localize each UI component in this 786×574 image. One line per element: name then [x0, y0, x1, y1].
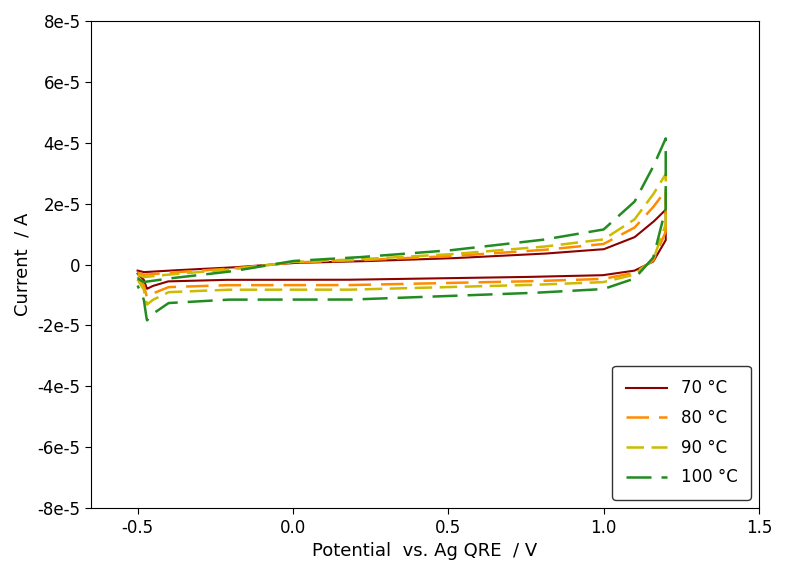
- Y-axis label: Current  / A: Current / A: [14, 213, 32, 316]
- Line: 80 °C: 80 °C: [138, 191, 666, 297]
- 70 °C: [661, 206, 670, 213]
- 90 °C: [133, 276, 142, 283]
- 70 °C: [619, 238, 628, 245]
- 90 °C: [661, 170, 670, 177]
- 100 °C: [619, 208, 628, 215]
- 100 °C: [142, 317, 152, 324]
- 90 °C: [163, 289, 173, 296]
- 70 °C: [357, 276, 366, 283]
- 80 °C: [647, 205, 656, 212]
- 80 °C: [163, 284, 172, 291]
- 100 °C: [187, 273, 196, 280]
- 90 °C: [142, 301, 152, 308]
- Line: 90 °C: 90 °C: [138, 174, 666, 305]
- 80 °C: [133, 273, 142, 280]
- 100 °C: [661, 135, 670, 142]
- 90 °C: [133, 271, 142, 278]
- 100 °C: [133, 282, 142, 289]
- Line: 100 °C: 100 °C: [138, 138, 666, 320]
- 70 °C: [142, 285, 152, 292]
- 80 °C: [163, 284, 173, 290]
- 100 °C: [133, 275, 142, 282]
- 90 °C: [187, 269, 196, 276]
- 70 °C: [647, 220, 656, 227]
- 100 °C: [163, 300, 173, 307]
- Legend: 70 °C, 80 °C, 90 °C, 100 °C: 70 °C, 80 °C, 90 °C, 100 °C: [612, 366, 751, 500]
- 90 °C: [647, 193, 656, 200]
- 90 °C: [357, 286, 366, 293]
- 70 °C: [163, 278, 172, 285]
- 80 °C: [619, 230, 628, 237]
- 80 °C: [357, 281, 366, 288]
- 90 °C: [163, 289, 172, 296]
- 100 °C: [647, 166, 656, 173]
- 90 °C: [619, 223, 628, 230]
- 100 °C: [163, 300, 172, 307]
- 80 °C: [142, 294, 152, 301]
- 70 °C: [187, 266, 196, 273]
- 80 °C: [187, 268, 196, 275]
- 70 °C: [133, 267, 142, 274]
- 70 °C: [163, 278, 173, 285]
- Line: 70 °C: 70 °C: [138, 210, 666, 289]
- X-axis label: Potential  vs. Ag QRE  / V: Potential vs. Ag QRE / V: [312, 542, 538, 560]
- 100 °C: [357, 296, 366, 302]
- 80 °C: [661, 187, 670, 194]
- 80 °C: [133, 269, 142, 276]
- 70 °C: [133, 270, 142, 277]
